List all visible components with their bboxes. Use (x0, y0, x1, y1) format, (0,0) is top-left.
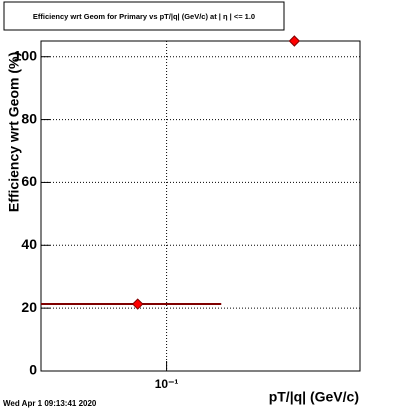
x-axis-label: pT/|q| (GeV/c) (269, 389, 359, 405)
chart-title: Efficiency wrt Geom for Primary vs pT/|q… (33, 12, 255, 21)
y-tick-label: 40 (21, 236, 37, 252)
x-tick-label: 10⁻¹ (155, 377, 179, 391)
frame (40, 40, 361, 372)
y-tick-label: 0 (29, 362, 37, 378)
marker (132, 298, 144, 310)
timestamp: Wed Apr 1 09:13:41 2020 (3, 399, 97, 408)
y-axis-label: Efficiency wrt Geom (%) (6, 52, 22, 212)
marker (288, 35, 301, 47)
y-tick-label: 20 (21, 299, 37, 315)
title-box (3, 1, 285, 31)
y-tick-label: 80 (21, 110, 37, 126)
y-tick-label: 60 (21, 173, 37, 189)
y-tick-label: 100 (14, 47, 38, 63)
